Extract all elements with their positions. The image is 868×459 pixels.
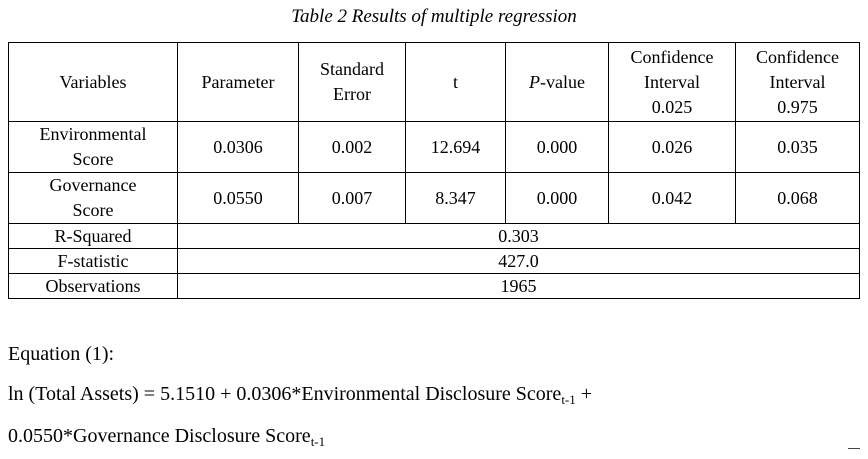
table-row: Environmental Score 0.0306 0.002 12.694 0… xyxy=(8,121,860,173)
header-variables: Variables xyxy=(8,42,178,122)
equation-line-2: 0.0550*Governance Disclosure Scoret-1 xyxy=(8,425,326,449)
cell-ci-upper: 0.068 xyxy=(735,172,860,224)
equation-line-1: ln (Total Assets) = 5.1510 + 0.0306*Envi… xyxy=(8,383,593,407)
stat-value: 1965 xyxy=(177,273,860,299)
cell-t: 8.347 xyxy=(405,172,506,224)
row-variable-name: Environmental Score xyxy=(8,121,178,173)
cell-p-value: 0.000 xyxy=(505,121,609,173)
header-ci-lower: Confidence Interval 0.025 xyxy=(608,42,736,122)
stat-value: 427.0 xyxy=(177,248,860,274)
header-t: t xyxy=(405,42,506,122)
cell-p-value: 0.000 xyxy=(505,172,609,224)
stat-row-f-statistic: F-statistic 427.0 xyxy=(8,248,860,274)
cell-ci-lower: 0.026 xyxy=(608,121,736,173)
table-row: Governance Score 0.0550 0.007 8.347 0.000… xyxy=(8,172,860,224)
cell-ci-lower: 0.042 xyxy=(608,172,736,224)
equation-label: Equation (1): xyxy=(8,343,115,365)
cell-standard-error: 0.007 xyxy=(298,172,406,224)
stat-label: F-statistic xyxy=(8,248,178,274)
header-ci-upper: Confidence Interval 0.975 xyxy=(735,42,860,122)
cell-parameter: 0.0550 xyxy=(177,172,299,224)
table-caption: Table 2 Results of multiple regression xyxy=(291,6,577,27)
stat-value: 0.303 xyxy=(177,223,860,249)
stat-row-r-squared: R-Squared 0.303 xyxy=(8,223,860,249)
cell-t: 12.694 xyxy=(405,121,506,173)
table-header-row: Variables Parameter Standard Error t P-va… xyxy=(8,42,860,122)
cell-ci-upper: 0.035 xyxy=(735,121,860,173)
regression-table: Variables Parameter Standard Error t P-va… xyxy=(8,42,860,299)
cell-standard-error: 0.002 xyxy=(298,121,406,173)
stat-label: Observations xyxy=(8,273,178,299)
stat-row-observations: Observations 1965 xyxy=(8,273,860,299)
row-variable-name: Governance Score xyxy=(8,172,178,224)
header-parameter: Parameter xyxy=(177,42,299,122)
header-standard-error: Standard Error xyxy=(298,42,406,122)
header-p-value: P-value xyxy=(505,42,609,122)
cell-parameter: 0.0306 xyxy=(177,121,299,173)
stat-label: R-Squared xyxy=(8,223,178,249)
page-edge-mark xyxy=(848,448,860,449)
